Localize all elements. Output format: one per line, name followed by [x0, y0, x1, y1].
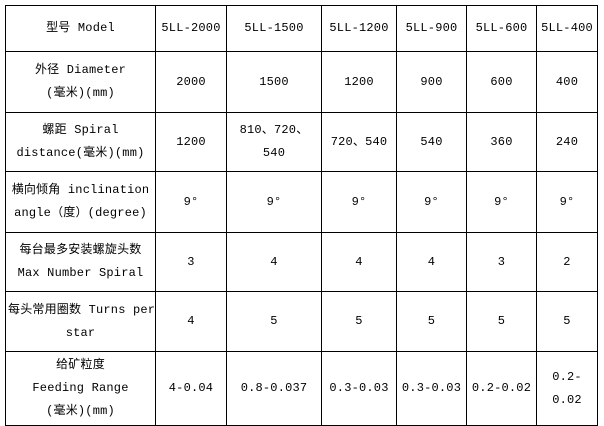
cell-turns-5ll-900: 5 [396, 291, 467, 352]
cell-inclination-5ll-400: 9° [536, 171, 598, 233]
cell-feeding-5ll-2000: 4-0.04 [155, 351, 227, 426]
cell-inclination-5ll-600: 9° [466, 171, 537, 233]
cell-diameter-5ll-1500: 1500 [226, 51, 322, 113]
row-label-inclination-angle: 横向倾角 inclination angle（度）(degree) [5, 171, 156, 233]
row-label-line: 横向倾角 inclination [11, 183, 150, 198]
cell-diameter-5ll-400: 400 [536, 51, 598, 113]
cell-spiral-distance-5ll-1500: 810、720、540 [226, 112, 322, 172]
cell-turns-5ll-2000: 4 [155, 291, 227, 352]
cell-inclination-5ll-2000: 9° [155, 171, 227, 233]
cell-feeding-5ll-900: 0.3-0.03 [396, 351, 467, 426]
cell-spiral-distance-5ll-900: 540 [396, 112, 467, 172]
row-label-spiral-distance: 螺距 Spiral distance(毫米)(mm) [5, 112, 156, 172]
cell-max-spiral-5ll-1200: 4 [321, 232, 397, 292]
row-label-max-number-spiral: 每台最多安装螺旋头数 Max Number Spiral [5, 232, 156, 292]
row-label-line: 给矿粒度 [56, 358, 105, 373]
cell-spiral-distance-5ll-600: 360 [466, 112, 537, 172]
cell-feeding-5ll-1200: 0.3-0.03 [321, 351, 397, 426]
cell-feeding-5ll-1500: 0.8-0.037 [226, 351, 322, 426]
table-row-inclination-angle: 横向倾角 inclination angle（度）(degree) 9° 9° … [5, 171, 598, 233]
specification-table-container: 型号 Model 5LL-2000 5LL-1500 5LL-1200 5LL-… [5, 5, 598, 426]
specification-table: 型号 Model 5LL-2000 5LL-1500 5LL-1200 5LL-… [5, 5, 598, 426]
table-body: 型号 Model 5LL-2000 5LL-1500 5LL-1200 5LL-… [5, 5, 598, 426]
row-label-line: Feeding Range [32, 381, 129, 396]
cell-feeding-5ll-600: 0.2-0.02 [466, 351, 537, 426]
table-row-spiral-distance: 螺距 Spiral distance(毫米)(mm) 1200 810、720、… [5, 112, 598, 172]
cell-inclination-5ll-1200: 9° [321, 171, 397, 233]
cell-inclination-5ll-1500: 9° [226, 171, 322, 233]
cell-max-spiral-5ll-600: 3 [466, 232, 537, 292]
cell-turns-5ll-600: 5 [466, 291, 537, 352]
header-cell-model: 型号 Model [5, 5, 156, 52]
cell-diameter-5ll-1200: 1200 [321, 51, 397, 113]
header-cell-5ll-400: 5LL-400 [536, 5, 598, 52]
row-label-diameter: 外径 Diameter (毫米)(mm) [5, 51, 156, 113]
header-cell-5ll-600: 5LL-600 [466, 5, 537, 52]
header-cell-5ll-2000: 5LL-2000 [155, 5, 227, 52]
row-label-line: distance(毫米)(mm) [16, 146, 145, 160]
cell-max-spiral-5ll-1500: 4 [226, 232, 322, 292]
row-label-turns-per-star: 每头常用圈数 Turns per star [5, 291, 156, 352]
row-label-line: Max Number Spiral [17, 266, 144, 280]
row-label-line: 每台最多安装螺旋头数 [19, 243, 142, 258]
cell-spiral-distance-5ll-400: 240 [536, 112, 598, 172]
cell-turns-5ll-400: 5 [536, 291, 598, 352]
cell-diameter-5ll-900: 900 [396, 51, 467, 113]
cell-inclination-5ll-900: 9° [396, 171, 467, 233]
row-label-feeding-range: 给矿粒度 Feeding Range (毫米)(mm) [5, 351, 156, 426]
cell-diameter-5ll-2000: 2000 [155, 51, 227, 113]
cell-feeding-5ll-400: 0.2-0.02 [536, 351, 598, 426]
cell-max-spiral-5ll-900: 4 [396, 232, 467, 292]
header-cell-5ll-900: 5LL-900 [396, 5, 467, 52]
row-label-line: 外径 Diameter [34, 63, 126, 78]
table-row-feeding-range: 给矿粒度 Feeding Range (毫米)(mm) 4-0.04 0.8-0… [5, 351, 598, 426]
header-cell-5ll-1200: 5LL-1200 [321, 5, 397, 52]
cell-diameter-5ll-600: 600 [466, 51, 537, 113]
row-label-line: star [65, 325, 96, 340]
cell-max-spiral-5ll-400: 2 [536, 232, 598, 292]
cell-turns-5ll-1500: 5 [226, 291, 322, 352]
cell-turns-5ll-1200: 5 [321, 291, 397, 352]
cell-spiral-distance-5ll-2000: 1200 [155, 112, 227, 172]
row-label-line: 螺距 Spiral [42, 123, 119, 138]
table-row-diameter: 外径 Diameter (毫米)(mm) 2000 1500 1200 900 … [5, 51, 598, 113]
table-header-row: 型号 Model 5LL-2000 5LL-1500 5LL-1200 5LL-… [5, 5, 598, 52]
table-row-max-number-spiral: 每台最多安装螺旋头数 Max Number Spiral 3 4 4 4 3 2 [5, 232, 598, 292]
row-label-line: 每头常用圈数 Turns per [8, 302, 156, 317]
cell-spiral-distance-5ll-1200: 720、540 [321, 112, 397, 172]
table-row-turns-per-star: 每头常用圈数 Turns per star 4 5 5 5 5 5 [5, 291, 598, 352]
row-label-line: angle（度）(degree) [14, 206, 147, 220]
header-cell-5ll-1500: 5LL-1500 [226, 5, 322, 52]
cell-max-spiral-5ll-2000: 3 [155, 232, 227, 292]
row-label-line: (毫米)(mm) [46, 86, 115, 100]
row-label-line: (毫米)(mm) [46, 403, 115, 418]
